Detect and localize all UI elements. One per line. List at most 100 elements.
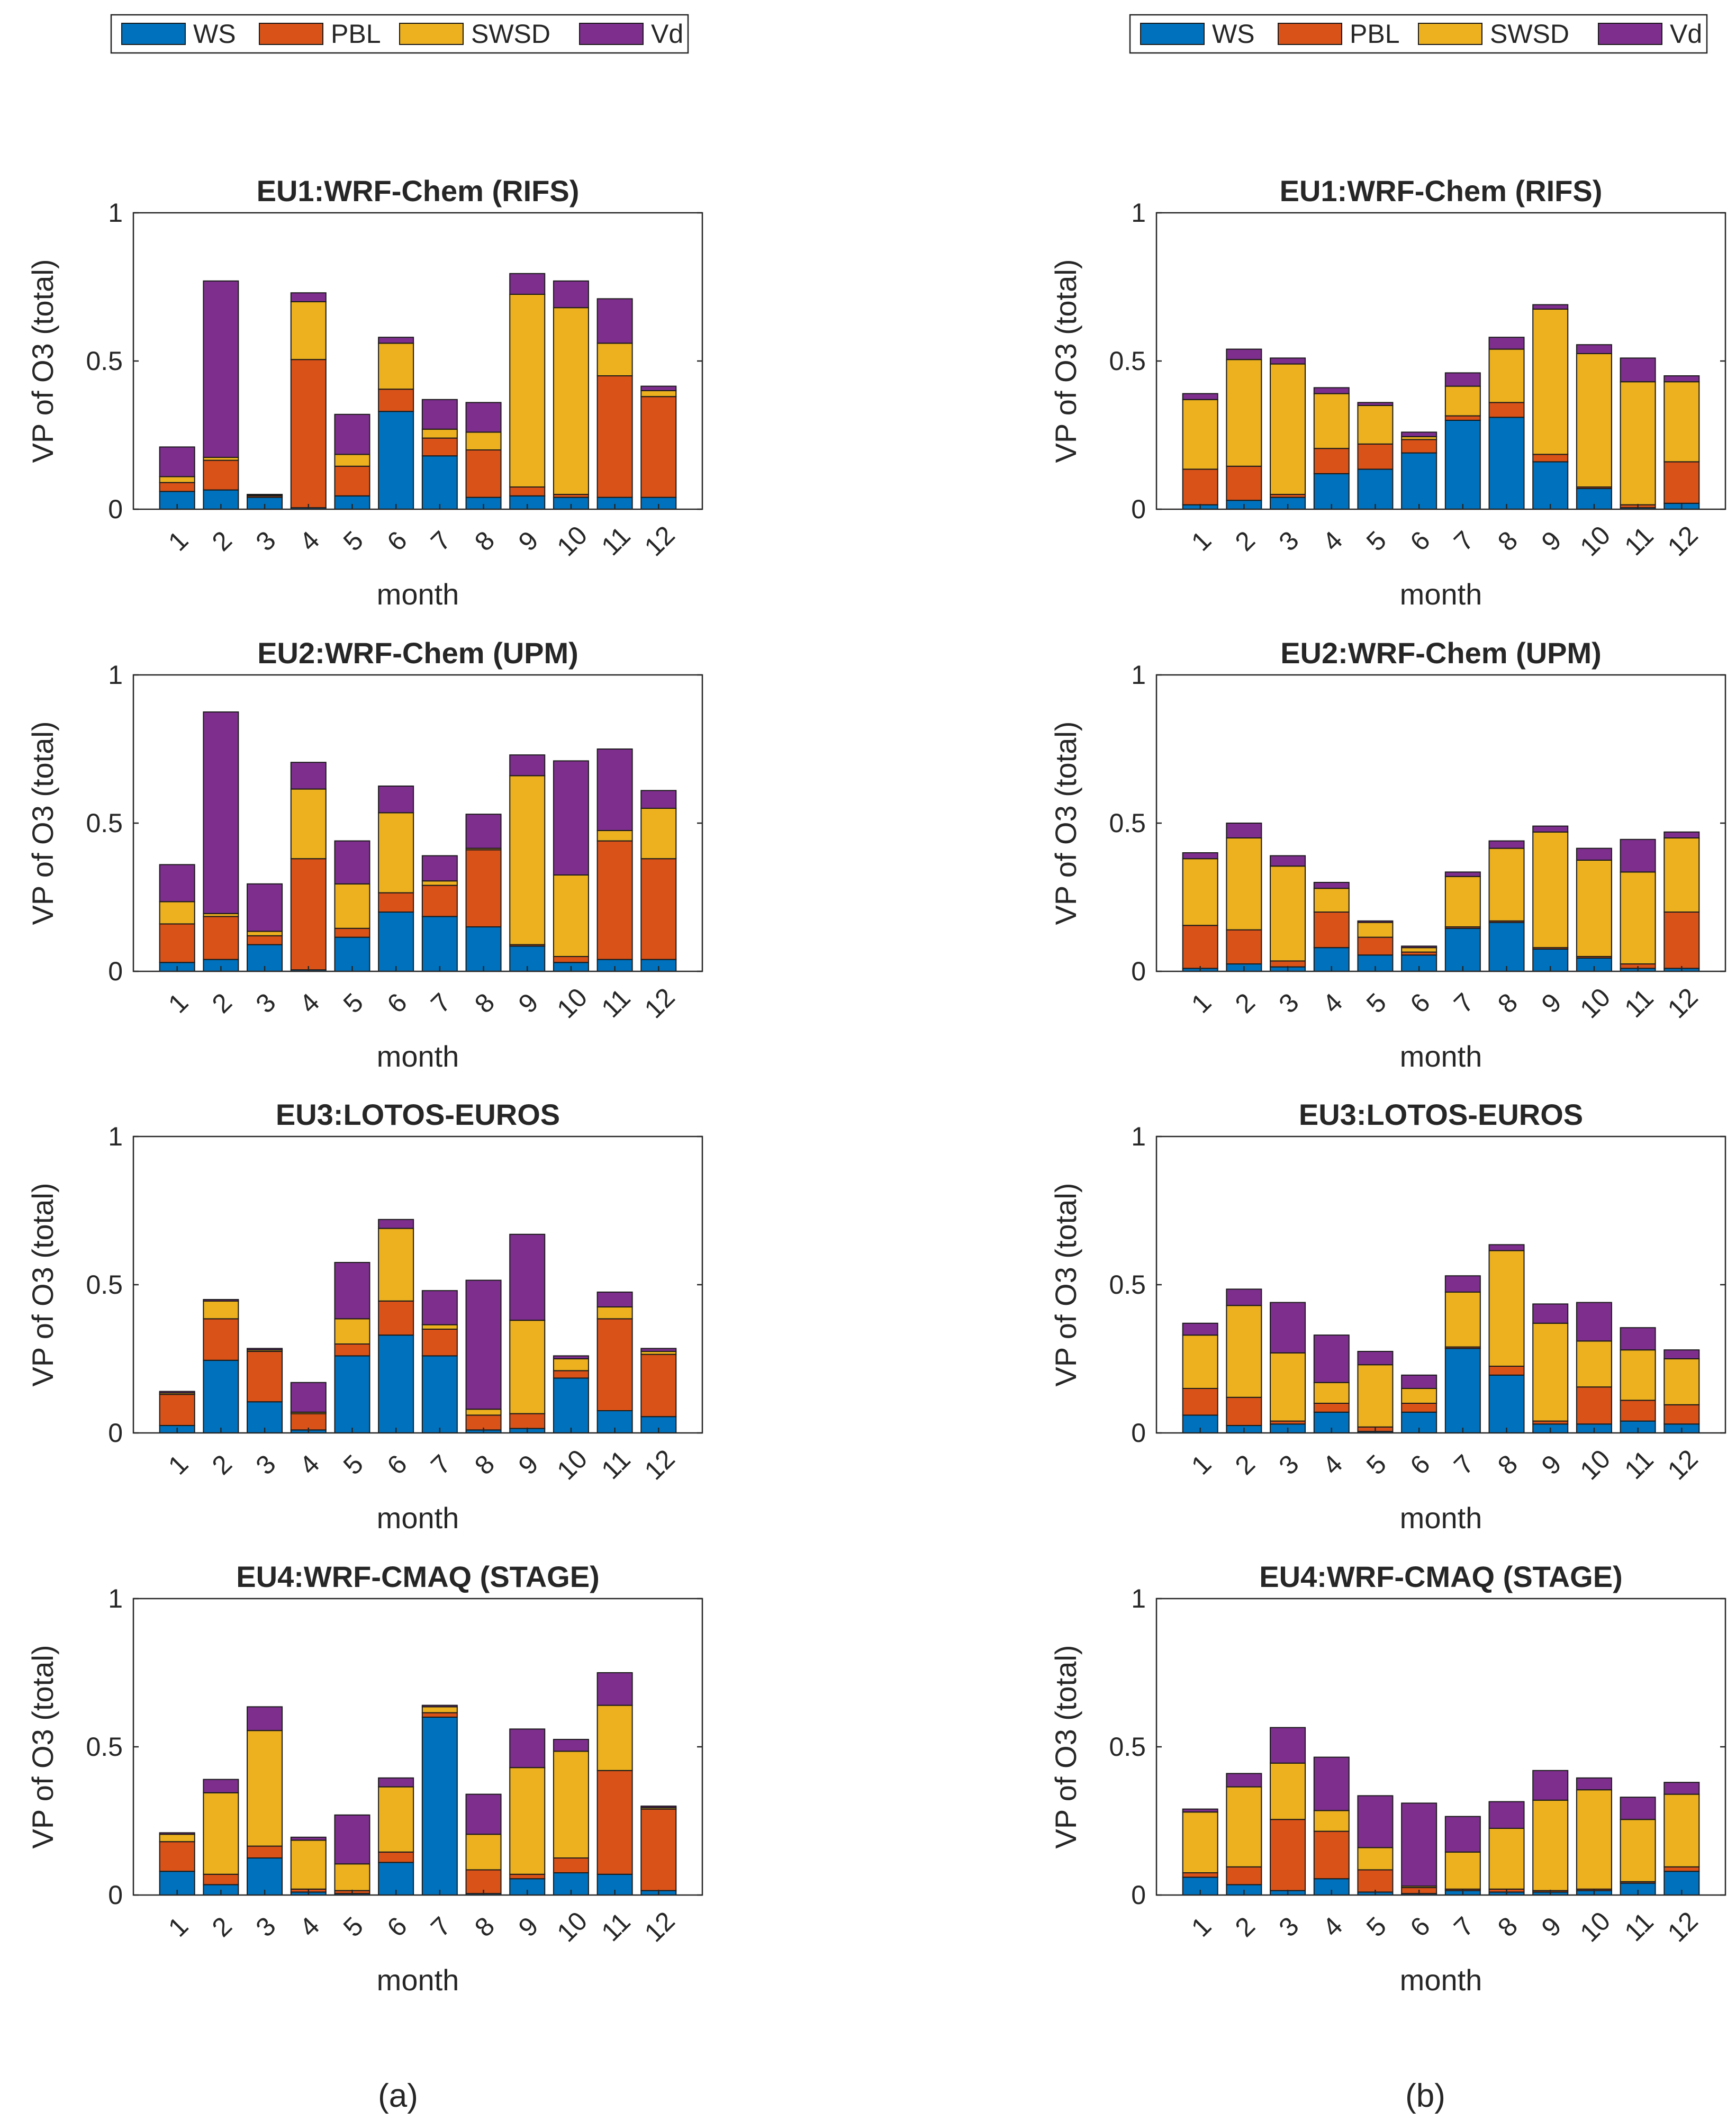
bar-ws-5 <box>334 1355 370 1433</box>
bar-vd-9 <box>1532 1770 1569 1801</box>
bar-vd-7 <box>1444 1275 1481 1293</box>
chart-title: EU3:LOTOS-EUROS <box>1299 1098 1583 1131</box>
x-tick-label: 5 <box>338 1911 369 1942</box>
legend-swatch-vd <box>579 23 644 45</box>
bar-vd-1 <box>159 1832 195 1835</box>
x-tick-label: 2 <box>1229 1449 1261 1480</box>
x-tick-label: 11 <box>595 521 636 561</box>
y-tick-label: 0 <box>108 957 123 986</box>
bar-vd-8 <box>1488 840 1525 849</box>
x-tick-label: 8 <box>1492 1911 1523 1942</box>
bar-vd-9 <box>509 1728 546 1769</box>
bar-vd-12 <box>1663 375 1700 383</box>
bar-vd-2 <box>203 711 239 914</box>
bar-ws-5 <box>1357 468 1394 510</box>
chart-a1: EU1:WRF-Chem (RIFS)1 2 3 4 5 6 7 8 9 10 11 1200.51m… <box>26 174 703 611</box>
x-tick-label: 12 <box>639 982 681 1024</box>
bar-pbl-1 <box>1182 925 1218 969</box>
y-tick-label: 0 <box>1131 1418 1146 1448</box>
bar-pbl-12 <box>640 1808 677 1891</box>
bar-pbl-7 <box>1444 415 1481 421</box>
bar-swsd-5 <box>1357 1364 1394 1428</box>
x-tick-label: 6 <box>1405 1911 1436 1942</box>
bar-ws-7 <box>1444 420 1481 510</box>
bar-pbl-6 <box>378 1300 414 1336</box>
x-tick-label: 11 <box>595 983 636 1023</box>
bar-vd-5 <box>334 840 370 885</box>
bar-swsd-2 <box>1226 359 1262 467</box>
bar-vd-12 <box>640 385 677 391</box>
x-tick-label: 9 <box>513 1449 544 1480</box>
x-tick-label: 2 <box>206 987 238 1018</box>
x-tick-label: 4 <box>1317 1911 1348 1942</box>
bar-vd-8 <box>465 814 502 849</box>
bar-pbl-5 <box>334 465 370 497</box>
bar-pbl-2 <box>1226 929 1262 964</box>
bar-vd-10 <box>553 760 589 876</box>
legend-label-ws: WS <box>193 19 236 49</box>
bar-vd-1 <box>159 864 195 903</box>
bar-pbl-10 <box>553 1857 589 1873</box>
bar-swsd-5 <box>334 1863 370 1891</box>
bar-swsd-9 <box>1532 1322 1569 1422</box>
x-tick-label: 7 <box>425 1911 456 1942</box>
bar-swsd-10 <box>1576 1789 1612 1890</box>
bar-vd-12 <box>640 790 677 809</box>
chart-grid: EU1:WRF-Chem (RIFS)1 2 3 4 5 6 7 8 9 10 11 1200.51m… <box>26 174 1726 1997</box>
bar-swsd-7 <box>421 1324 458 1330</box>
bar-vd-6 <box>378 786 414 814</box>
bar-pbl-6 <box>378 389 414 412</box>
x-tick-label: 8 <box>469 525 500 556</box>
x-tick-label: 3 <box>250 1449 281 1480</box>
bar-swsd-10 <box>1576 1340 1612 1388</box>
bar-vd-7 <box>1444 871 1481 877</box>
x-tick-label: 12 <box>639 1444 681 1486</box>
x-tick-label: 10 <box>551 982 593 1024</box>
x-tick-label: 1 <box>1186 525 1217 556</box>
y-axis-label: VP of O3 (total) <box>1049 721 1082 925</box>
x-tick-label: 1 <box>162 1449 194 1480</box>
chart-title: EU4:WRF-CMAQ (STAGE) <box>236 1560 599 1593</box>
legend-left: WS PBL SWSD Vd <box>110 14 689 54</box>
x-tick-label: 4 <box>294 525 325 556</box>
bar-vd-10 <box>1576 344 1612 355</box>
bar-vd-12 <box>640 1806 677 1808</box>
bar-swsd-2 <box>1226 1305 1262 1398</box>
plot-frame <box>132 674 703 972</box>
y-tick-label: 0 <box>108 1880 123 1910</box>
x-tick-label: 5 <box>1361 1449 1392 1480</box>
y-axis-label: VP of O3 (total) <box>1049 259 1082 463</box>
bar-vd-5 <box>334 1814 370 1865</box>
x-tick-label: 12 <box>1662 1444 1704 1486</box>
bar-vd-2 <box>1226 348 1262 360</box>
legend-label-vd: Vd <box>651 19 683 49</box>
x-tick-label: 10 <box>551 1444 593 1486</box>
bar-pbl-4 <box>1313 1830 1350 1880</box>
bar-swsd-9 <box>509 1320 546 1414</box>
x-tick-label: 2 <box>1229 987 1261 1018</box>
bar-pbl-6 <box>378 1851 414 1863</box>
bar-vd-6 <box>1401 1374 1437 1390</box>
y-tick-label: 1 <box>108 1122 123 1151</box>
bar-pbl-9 <box>509 486 546 497</box>
bar-vd-7 <box>421 1704 458 1708</box>
plot-frame <box>1155 212 1726 510</box>
bar-vd-3 <box>247 1706 283 1731</box>
x-tick-label: 3 <box>1273 1449 1304 1480</box>
bar-ws-6 <box>1401 452 1437 510</box>
x-tick-label: 4 <box>294 987 325 1018</box>
chart-title: EU3:LOTOS-EUROS <box>276 1098 560 1131</box>
bar-swsd-1 <box>1182 1334 1218 1389</box>
x-axis-label: month <box>377 578 459 611</box>
x-tick-label: 9 <box>1536 987 1567 1018</box>
bar-pbl-12 <box>1663 461 1700 504</box>
bar-swsd-7 <box>1444 1292 1481 1348</box>
bar-vd-2 <box>203 1299 239 1302</box>
bar-pbl-11 <box>596 840 633 960</box>
bar-swsd-10 <box>1576 860 1612 957</box>
y-tick-label: 0 <box>1131 1880 1146 1910</box>
bar-pbl-2 <box>1226 465 1262 501</box>
bar-vd-12 <box>1663 1782 1700 1795</box>
x-tick-label: 6 <box>1405 987 1436 1018</box>
